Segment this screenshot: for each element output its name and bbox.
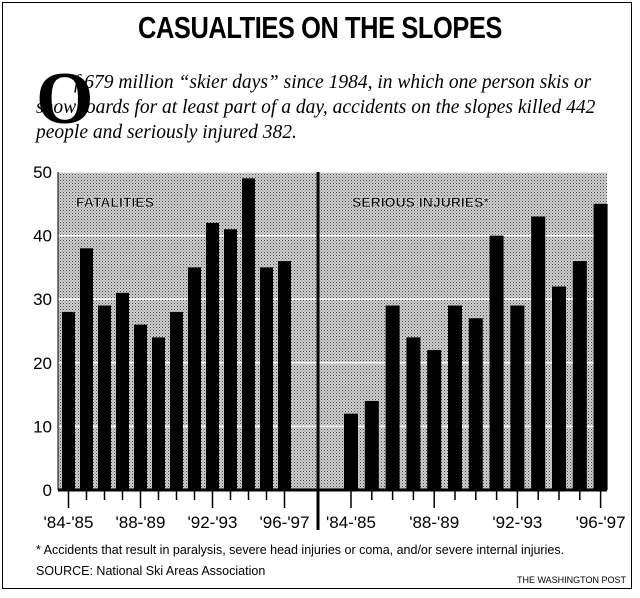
- y-tick-label: 30: [33, 290, 52, 309]
- bar-injuries-'91-'92: [489, 235, 504, 490]
- bar-injuries-'90-'91: [468, 318, 483, 490]
- bar-fatalities-'84-'85: [62, 311, 75, 490]
- y-tick-label: 20: [33, 354, 52, 373]
- x-tick-label: '88-'89: [116, 513, 166, 532]
- bar-injuries-'89-'90: [448, 305, 462, 490]
- bar-fatalities-'92-'93: [206, 222, 219, 490]
- bar-fatalities-'93-'94: [224, 229, 237, 491]
- y-tick-label: 0: [43, 481, 52, 500]
- x-tick-label: '84-'85: [326, 513, 376, 532]
- bar-injuries-'84-'85: [344, 413, 358, 490]
- bar-injuries-'85-'86: [364, 400, 379, 490]
- bar-fatalities-'89-'90: [152, 337, 165, 490]
- bar-injuries-'92-'93: [510, 305, 525, 490]
- bar-fatalities-'87-'88: [116, 292, 129, 490]
- bar-fatalities-'88-'89: [134, 324, 147, 490]
- bar-fatalities-'85-'86: [80, 248, 93, 490]
- y-tick-label: 40: [33, 227, 52, 246]
- bar-injuries-'95-'96: [572, 261, 587, 490]
- footnote: * Accidents that result in paralysis, se…: [36, 543, 565, 557]
- bar-fatalities-'96-'97: [278, 261, 291, 490]
- y-tick-label: 50: [33, 163, 52, 182]
- y-tick-label: 10: [33, 417, 52, 436]
- bar-injuries-'86-'87: [385, 305, 400, 490]
- bar-fatalities-'94-'95: [242, 178, 255, 491]
- bar-injuries-'94-'95: [552, 286, 566, 490]
- bar-injuries-'87-'88: [406, 337, 421, 490]
- x-tick-label: '92-'93: [492, 513, 542, 532]
- x-tick-label: '96-'97: [260, 513, 310, 532]
- bar-injuries-'93-'94: [531, 216, 546, 490]
- bar-fatalities-'95-'96: [260, 267, 273, 490]
- chart-title: CASUALTIES ON THE SLOPES: [138, 10, 502, 45]
- panel-label: FATALITIES: [76, 194, 154, 210]
- x-tick-label: '84-'85: [44, 513, 94, 532]
- bar-fatalities-'90-'91: [170, 311, 183, 490]
- bar-fatalities-'91-'92: [188, 267, 201, 490]
- source-note: SOURCE: National Ski Areas Association: [36, 564, 266, 578]
- x-tick-label: '88-'89: [409, 513, 459, 532]
- drop-cap: O: [36, 58, 94, 140]
- graphic-frame: [2, 2, 632, 589]
- x-tick-label: '96-'97: [576, 513, 626, 532]
- intro-text: f 679 million “skier days” since 1984, i…: [36, 72, 596, 143]
- x-tick-label: '92-'93: [188, 513, 238, 532]
- bar-injuries-'96-'97: [593, 203, 608, 491]
- bar-fatalities-'86-'87: [98, 305, 111, 490]
- bar-injuries-'88-'89: [427, 350, 442, 490]
- credit: THE WASHINGTON POST: [516, 575, 626, 585]
- panel-label: SERIOUS INJURIES*: [352, 194, 489, 210]
